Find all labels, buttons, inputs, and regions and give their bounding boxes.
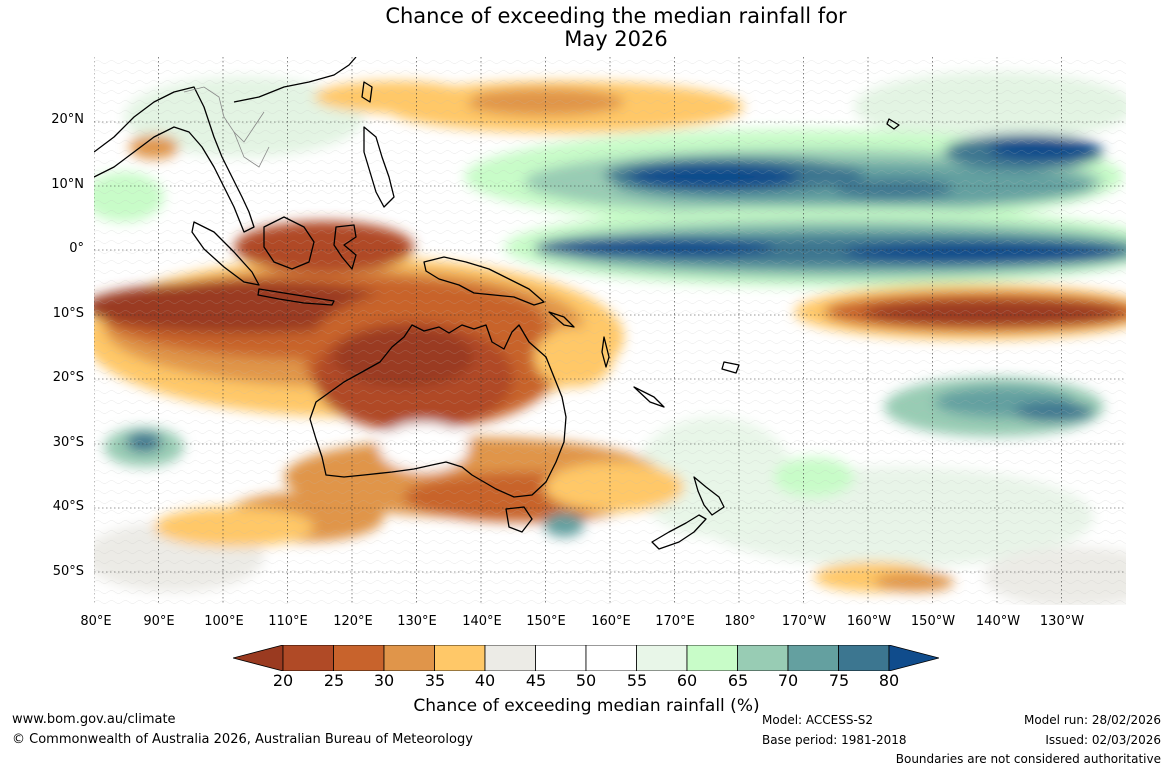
rainfall-probability-map xyxy=(94,57,1126,605)
australia-coastline xyxy=(309,324,567,498)
asia-coastline xyxy=(94,86,255,233)
map-title-line1: Chance of exceeding the median rainfall … xyxy=(385,4,847,28)
colorbar-segment xyxy=(434,645,486,671)
lon-label-130w: 130°W xyxy=(1039,614,1085,629)
colorbar-arrow-low xyxy=(233,645,284,671)
lat-label-20s: 20°S xyxy=(52,370,84,385)
philippines-coastline xyxy=(363,126,395,208)
colorbar-tick-30: 30 xyxy=(373,671,395,690)
lon-label-90e: 90°E xyxy=(143,614,175,629)
disclaimer-text: Boundaries are not considered authoritat… xyxy=(895,752,1161,766)
colorbar-segment xyxy=(535,645,587,671)
colorbar-tick-45: 45 xyxy=(525,671,547,690)
map-title-line2: May 2026 xyxy=(564,27,668,51)
colorbar-tick-55: 55 xyxy=(626,671,648,690)
colorbar-tick-75: 75 xyxy=(828,671,850,690)
taiwan-coastline xyxy=(361,81,373,103)
new-guinea-coastline xyxy=(423,256,545,306)
lon-label-180: 180° xyxy=(724,614,756,629)
sulawesi-coastline xyxy=(333,224,357,270)
colorbar-tick-50: 50 xyxy=(575,671,597,690)
colorbar-segment xyxy=(282,645,334,671)
vanuatu-coastline xyxy=(601,336,610,368)
colorbar-segment xyxy=(787,645,839,671)
colorbar-tick-25: 25 xyxy=(323,671,345,690)
lon-label-100e: 100°E xyxy=(204,614,244,629)
java-coastline xyxy=(257,288,335,306)
issued-text: Issued: 02/03/2026 xyxy=(1045,733,1161,747)
lat-label-10s: 10°S xyxy=(52,306,84,321)
model-text: Model: ACCESS-S2 xyxy=(762,713,874,727)
colorbar-tick-60: 60 xyxy=(676,671,698,690)
lon-label-160w: 160°W xyxy=(846,614,892,629)
lon-label-110e: 110°E xyxy=(268,614,308,629)
colorbar-segment xyxy=(383,645,435,671)
lat-label-50s: 50°S xyxy=(52,564,84,579)
lon-label-130e: 130°E xyxy=(397,614,437,629)
borneo-coastline xyxy=(263,216,315,270)
model-run-text: Model run: 28/02/2026 xyxy=(1023,713,1161,727)
colorbar-segment xyxy=(333,645,385,671)
new-caledonia-coastline xyxy=(633,386,665,408)
colorbar-tick-20: 20 xyxy=(272,671,294,690)
lon-label-150w: 150°W xyxy=(910,614,956,629)
lat-label-40s: 40°S xyxy=(52,499,84,514)
solomon-islands-coastline xyxy=(548,311,575,328)
website-text: www.bom.gov.au/climate xyxy=(12,712,176,727)
lat-label-10n: 10°N xyxy=(51,177,84,192)
colorbar-tick-35: 35 xyxy=(424,671,446,690)
colorbar-segment xyxy=(585,645,637,671)
colorbar-tick-80: 80 xyxy=(878,671,900,690)
colorbar xyxy=(233,645,939,671)
sumatra-coastline xyxy=(191,221,260,286)
colorbar-segment xyxy=(737,645,789,671)
colorbar-tick-65: 65 xyxy=(727,671,749,690)
lat-label-30s: 30°S xyxy=(52,435,84,450)
lat-label-0: 0° xyxy=(69,241,84,256)
lon-label-170e: 170°E xyxy=(655,614,695,629)
tasmania-coastline xyxy=(505,506,533,533)
colorbar-arrow-high xyxy=(888,645,939,671)
fiji-coastline xyxy=(721,361,740,374)
lon-label-150e: 150°E xyxy=(526,614,566,629)
colorbar-segment xyxy=(636,645,688,671)
new-zealand-north-coastline xyxy=(693,476,725,516)
contour-texture xyxy=(94,57,1126,605)
lon-label-140w: 140°W xyxy=(975,614,1021,629)
hawaii-coastline xyxy=(886,118,900,130)
colorbar-segment xyxy=(686,645,738,671)
lon-label-160e: 160°E xyxy=(591,614,631,629)
coastlines xyxy=(94,57,900,550)
colorbar-tick-40: 40 xyxy=(474,671,496,690)
colorbar-segment xyxy=(484,645,536,671)
lon-label-170w: 170°W xyxy=(781,614,827,629)
colorbar-tick-70: 70 xyxy=(777,671,799,690)
lon-label-80e: 80°E xyxy=(80,614,112,629)
lat-label-20n: 20°N xyxy=(51,112,84,127)
copyright-text: © Commonwealth of Australia 2026, Austra… xyxy=(12,732,473,747)
country-borders xyxy=(183,86,270,168)
base-period-text: Base period: 1981-2018 xyxy=(762,733,907,747)
lon-label-140e: 140°E xyxy=(462,614,502,629)
lon-label-120e: 120°E xyxy=(333,614,373,629)
new-zealand-south-coastline xyxy=(651,514,707,550)
colorbar-label: Chance of exceeding median rainfall (%) xyxy=(413,696,760,716)
colorbar-segment xyxy=(838,645,890,671)
china-coastline xyxy=(233,57,357,103)
